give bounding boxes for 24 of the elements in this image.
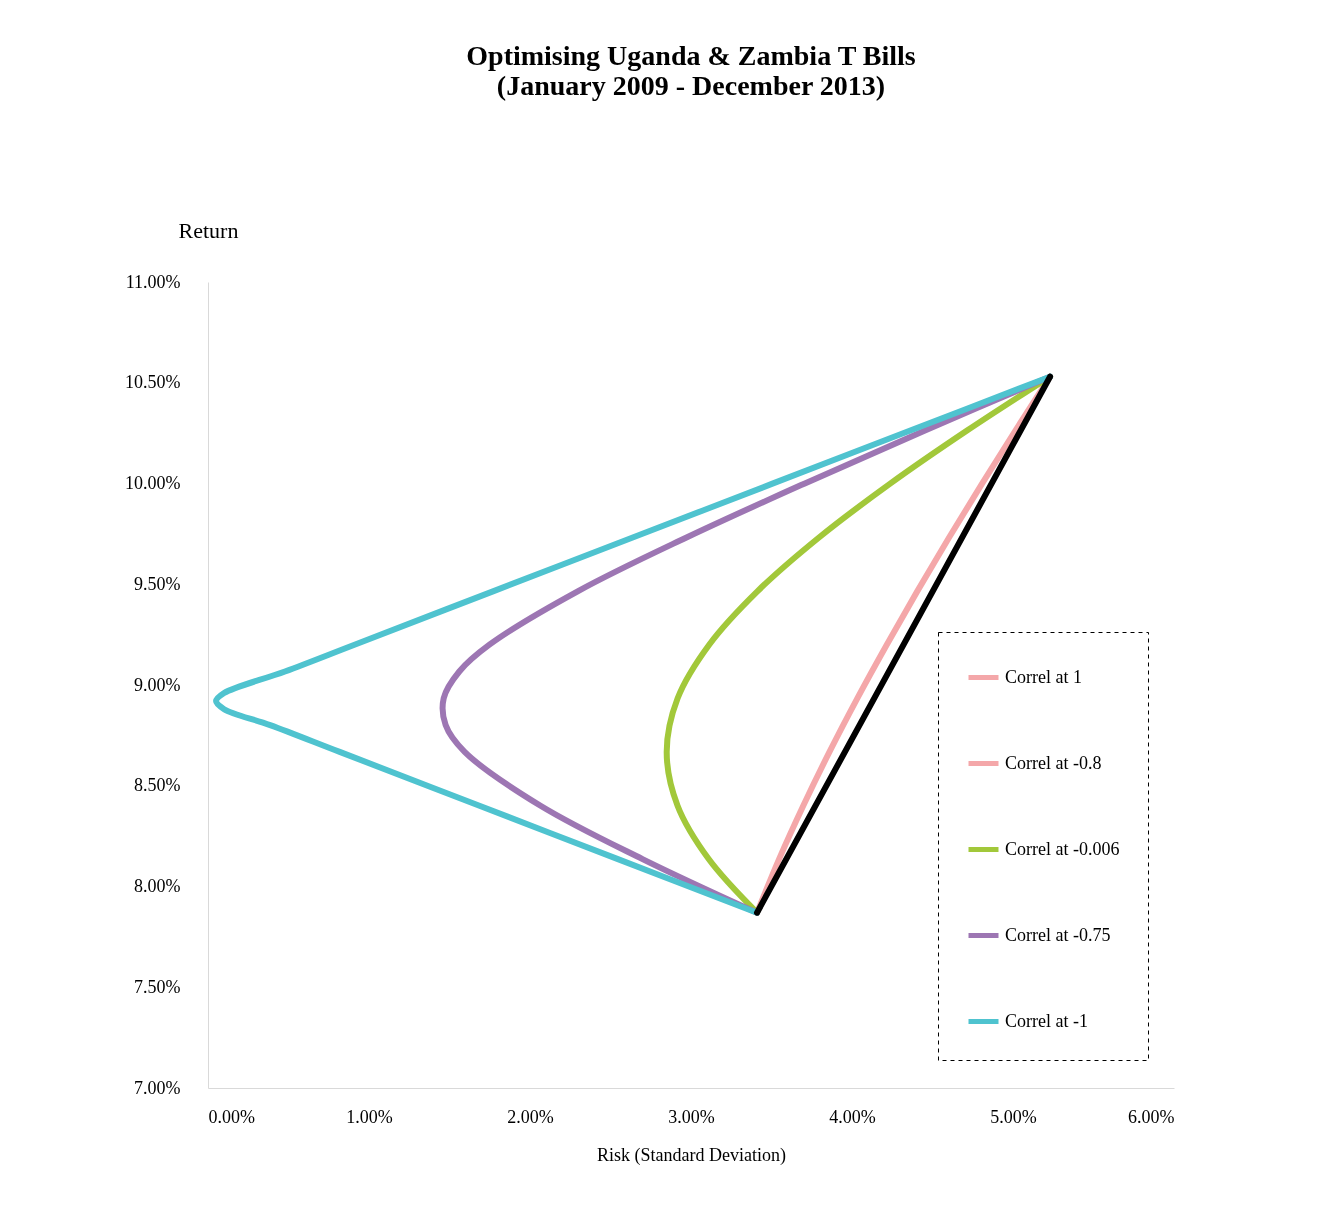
legend-label: Correl at -0.006: [1005, 838, 1120, 859]
x-tick-label: 2.00%: [507, 1106, 554, 1127]
y-axis-title: Return: [178, 217, 239, 243]
y-tick-label: 8.50%: [134, 775, 181, 796]
y-tick-label: 7.00%: [134, 1077, 181, 1098]
y-tick-label: 10.00%: [125, 473, 181, 493]
x-tick-label: 5.00%: [990, 1106, 1037, 1127]
legend-label: Correl at -0.8: [1005, 752, 1102, 773]
y-tick-label: 9.50%: [134, 573, 181, 594]
x-tick-label: 3.00%: [668, 1106, 715, 1127]
y-tick-label: 10.50%: [125, 372, 181, 393]
chart-title: Optimising Uganda & Zambia T Bills (January 2009 - December 2013): [466, 40, 916, 101]
x-tick-label: 6.00%: [1128, 1106, 1175, 1127]
y-tick-label: 7.50%: [134, 976, 181, 997]
x-tick-label: 0.00%: [208, 1106, 255, 1127]
y-tick-label: 8.00%: [134, 876, 181, 896]
x-tick-label: 1.00%: [346, 1106, 393, 1127]
x-tick-label: 4.00%: [829, 1106, 876, 1127]
legend-label: Correl at -1: [1005, 1010, 1088, 1031]
legend-label: Correl at -0.75: [1005, 924, 1111, 945]
y-tick-label: 11.00%: [125, 271, 181, 292]
x-axis-title: Risk (Standard Deviation): [597, 1144, 786, 1166]
y-tick-label: 9.00%: [134, 674, 181, 695]
legend-label: Correl at 1: [1005, 666, 1082, 687]
